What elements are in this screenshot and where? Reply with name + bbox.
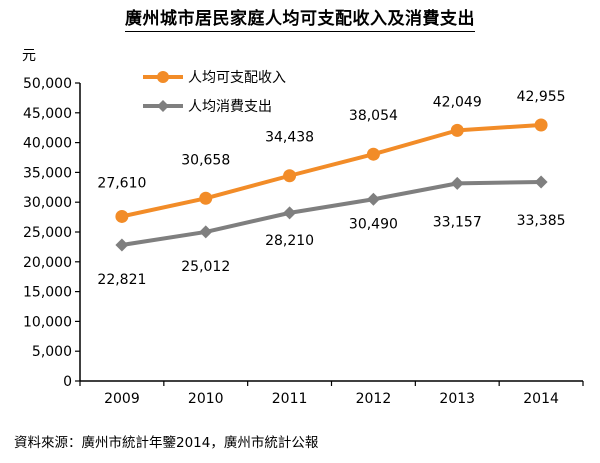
y-tick-label: 50,000	[23, 76, 72, 92]
source-note: 資料來源：廣州市統計年鑒2014，廣州市統計公報	[14, 435, 319, 451]
legend-label-spending: 人均消費支出	[188, 99, 272, 115]
data-label-spending: 33,385	[517, 213, 566, 229]
data-point-income	[534, 118, 548, 132]
data-point-income	[366, 147, 380, 161]
x-tick-label: 2011	[272, 391, 308, 407]
data-label-spending: 25,012	[181, 259, 230, 275]
chart-title: 廣州城市居民家庭人均可支配收入及消費支出	[0, 4, 600, 32]
series-line-spending	[121, 180, 542, 247]
y-tick-label: 40,000	[23, 136, 72, 152]
y-tick-label: 15,000	[23, 285, 72, 301]
data-label-income: 30,658	[181, 152, 230, 168]
x-tick-label: 2013	[439, 391, 475, 407]
y-tick-label: 45,000	[23, 106, 72, 122]
data-point-income	[115, 209, 129, 223]
data-point-spending	[199, 225, 213, 239]
data-point-income	[450, 123, 464, 137]
y-tick-label: 0	[63, 374, 72, 390]
data-label-spending: 22,821	[97, 272, 146, 288]
data-label-income: 34,438	[265, 130, 314, 146]
y-tick-label: 5,000	[32, 344, 72, 360]
data-label-income: 42,049	[433, 94, 482, 110]
x-tick-label: 2009	[104, 391, 140, 407]
chart-title-text: 廣州城市居民家庭人均可支配收入及消費支出	[125, 9, 475, 32]
y-tick-label: 35,000	[23, 165, 72, 181]
series-line-income	[121, 122, 542, 219]
x-tick-label: 2014	[523, 391, 559, 407]
data-point-spending	[283, 206, 297, 220]
data-point-spending	[366, 192, 380, 206]
x-tick-label: 2012	[356, 391, 392, 407]
legend-label-income: 人均可支配收入	[188, 70, 286, 86]
x-tick-label: 2010	[188, 391, 224, 407]
data-label-spending: 30,490	[349, 216, 398, 232]
data-point-spending	[115, 238, 129, 252]
legend-marker-income	[157, 71, 169, 83]
data-point-spending	[450, 176, 464, 190]
data-point-income	[283, 169, 297, 183]
data-label-income: 27,610	[97, 175, 146, 191]
data-point-spending	[534, 175, 548, 189]
y-tick-label: 10,000	[23, 314, 72, 330]
data-point-income	[199, 191, 213, 205]
y-tick-label: 25,000	[23, 225, 72, 241]
y-tick-label: 30,000	[23, 195, 72, 211]
data-label-spending: 33,157	[433, 214, 482, 230]
data-label-income: 42,955	[517, 89, 566, 105]
data-label-spending: 28,210	[265, 233, 314, 249]
legend-marker-spending	[157, 100, 169, 112]
y-tick-label: 20,000	[23, 255, 72, 271]
y-axis-unit-label: 元	[22, 48, 36, 64]
data-label-income: 38,054	[349, 108, 398, 124]
